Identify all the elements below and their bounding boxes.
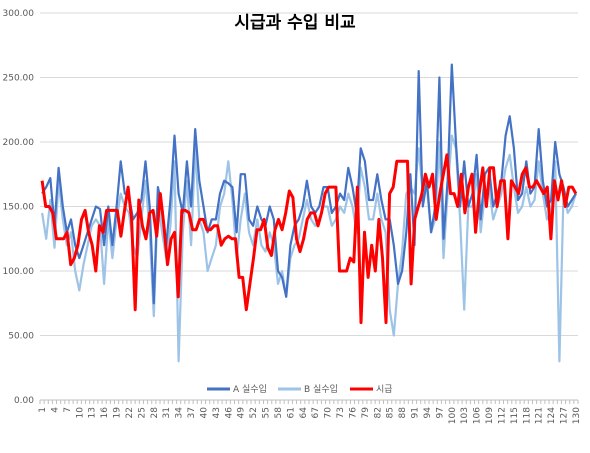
x-tick-label: 94 <box>423 407 433 419</box>
x-tick-label: 121 <box>535 407 545 424</box>
x-tick-label: 49 <box>237 407 247 419</box>
x-tick-label: 13 <box>88 407 98 418</box>
legend-label-wage: 시급 <box>376 384 393 395</box>
x-tick-label: 97 <box>435 407 445 418</box>
y-tick-label: 100.00 <box>3 267 35 277</box>
y-tick-label: 50.00 <box>8 332 34 342</box>
x-tick-label: 40 <box>199 407 209 419</box>
legend-label-b: B 실수입 <box>304 383 338 395</box>
x-tick-label: 130 <box>572 407 582 424</box>
x-tick-label: 4 <box>50 407 60 413</box>
x-tick-label: 67 <box>311 407 321 418</box>
x-axis: 1 4 7 10 13 16 19 22 25 28 31 34 37 40 43 46 49 52 55 58 61 6… <box>38 399 582 424</box>
x-tick-label: 115 <box>510 407 520 424</box>
x-tick-label: 55 <box>262 407 272 418</box>
x-tick-label: 37 <box>187 407 197 418</box>
x-tick-label: 109 <box>485 407 495 424</box>
x-tick-label: 118 <box>522 407 532 424</box>
x-tick-label: 82 <box>373 407 383 418</box>
x-tick-label: 22 <box>125 407 135 418</box>
y-axis: 0.00 50.00 100.00 150.00 200.00 250.00 300.00 <box>3 9 35 406</box>
x-tick-label: 76 <box>348 407 358 419</box>
x-tick-label: 25 <box>137 407 147 418</box>
x-tick-label: 52 <box>249 407 259 418</box>
x-tick-label: 106 <box>473 407 483 424</box>
y-tick-label: 200.00 <box>3 138 35 148</box>
x-tick-label: 19 <box>113 407 123 419</box>
x-tick-label: 103 <box>460 407 470 424</box>
x-tick-label: 64 <box>299 407 309 419</box>
x-tick-label: 91 <box>411 407 421 418</box>
y-tick-label: 300.00 <box>3 9 35 19</box>
x-tick-label: 1 <box>38 407 48 413</box>
legend-label-a: A 실수입 <box>233 383 267 395</box>
x-tick-label: 100 <box>448 407 458 424</box>
series-line-wage <box>40 153 578 325</box>
x-tick-label: 79 <box>361 407 371 419</box>
x-tick-label: 112 <box>497 407 507 424</box>
x-tick-label: 73 <box>336 407 346 418</box>
x-tick-label: 7 <box>63 407 73 413</box>
x-tick-label: 34 <box>175 407 185 419</box>
y-tick-label: 150.00 <box>3 203 35 213</box>
x-tick-label: 43 <box>212 407 222 418</box>
x-tick-label: 127 <box>560 407 570 424</box>
x-tick-label: 10 <box>75 407 85 419</box>
x-tick-label: 28 <box>150 407 160 419</box>
x-tick-label: 70 <box>324 407 334 419</box>
legend: A 실수입 B 실수입 시급 <box>207 383 393 395</box>
x-tick-label: 16 <box>100 407 110 419</box>
y-tick-label: 250.00 <box>3 74 35 84</box>
x-tick-label: 124 <box>547 407 557 424</box>
x-tick-label: 88 <box>398 407 408 419</box>
x-tick-label: 58 <box>274 407 284 419</box>
chart-title: 시급과 수입 비교 <box>234 13 356 33</box>
x-tick-label: 31 <box>162 407 172 418</box>
x-tick-label: 61 <box>286 407 296 418</box>
y-tick-label: 0.00 <box>14 396 34 406</box>
x-tick-label: 46 <box>224 407 234 419</box>
series-lines <box>40 63 578 363</box>
x-tick-label: 85 <box>386 407 396 418</box>
